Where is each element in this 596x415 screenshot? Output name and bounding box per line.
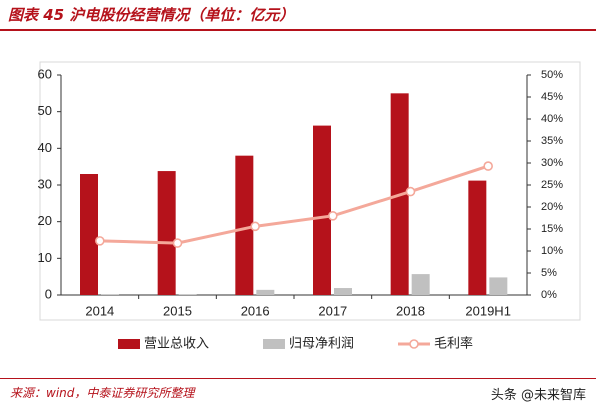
legend-label-profit: 归母净利润 (289, 337, 354, 352)
y-right-tick-label: 45% (541, 91, 563, 103)
y-right-tick-label: 20% (541, 201, 563, 213)
y-left-tick-label: 30 (38, 176, 52, 191)
chart: 0 10 20 30 40 50 60 0% 5% 10% 15% 20% 25% 30% 35% 40% 45… (38, 61, 581, 352)
revenue-bar (157, 171, 176, 295)
plot-frame (39, 61, 581, 321)
y-right-tick-label: 5% (541, 267, 557, 279)
y-right-tick-label: 30% (541, 157, 563, 169)
legend-label-revenue: 营业总收入 (144, 337, 209, 352)
y-left-tick-label: 60 (38, 66, 52, 81)
y-left-tick-label: 50 (38, 103, 52, 118)
watermark: 头条 @未来智库 (490, 388, 586, 403)
x-tick-label: 2017 (318, 303, 347, 318)
profit-bar (256, 289, 275, 295)
y-right-tick-label: 25% (541, 179, 563, 191)
gross-margin-point (405, 186, 416, 197)
legend-swatch-profit (263, 339, 285, 349)
x-tick-label: 2019H1 (465, 303, 511, 318)
gross-margin-point (250, 221, 260, 232)
legend-swatch-margin-marker (409, 339, 419, 349)
gross-margin-point (328, 211, 338, 221)
legend-label-margin: 毛利率 (434, 336, 473, 352)
x-tick-label: 2018 (396, 303, 425, 318)
y-left-tick-label: 40 (38, 140, 52, 155)
y-right-tick-label: 40% (541, 113, 563, 125)
y-right-tick-label: 50% (541, 69, 563, 81)
source-note: 来源：wind，中泰证券研究所整理 (10, 386, 195, 400)
revenue-bar (313, 125, 331, 295)
x-tick-label: 2016 (241, 303, 270, 318)
y-left-tick-label: 0 (45, 286, 52, 301)
profit-bar (334, 288, 352, 295)
footer-rule (0, 378, 596, 379)
gross-margin-point (483, 161, 493, 171)
revenue-bar (80, 174, 98, 295)
y-left-tick-label: 20 (38, 213, 52, 228)
profit-bar (489, 277, 508, 295)
figure-title: 图表 45 沪电股份经营情况（单位：亿元） (8, 6, 295, 24)
x-tick-label: 2014 (85, 303, 114, 318)
y-right-tick-label: 15% (541, 223, 563, 235)
y-right-tick-label: 0% (541, 289, 557, 301)
y-right-tick-label: 35% (541, 135, 563, 147)
gross-margin-line (99, 164, 489, 245)
x-tick-label: 2015 (163, 303, 192, 318)
revenue-bar (468, 180, 487, 295)
title-rule (0, 29, 596, 31)
revenue-bar (235, 155, 254, 295)
y-left-tick-label: 10 (38, 250, 52, 265)
gross-margin-point (172, 238, 183, 248)
y-right-tick-label: 10% (541, 245, 563, 257)
gross-margin-point (95, 236, 105, 246)
legend-swatch-revenue (118, 339, 140, 349)
profit-bar (411, 274, 430, 295)
